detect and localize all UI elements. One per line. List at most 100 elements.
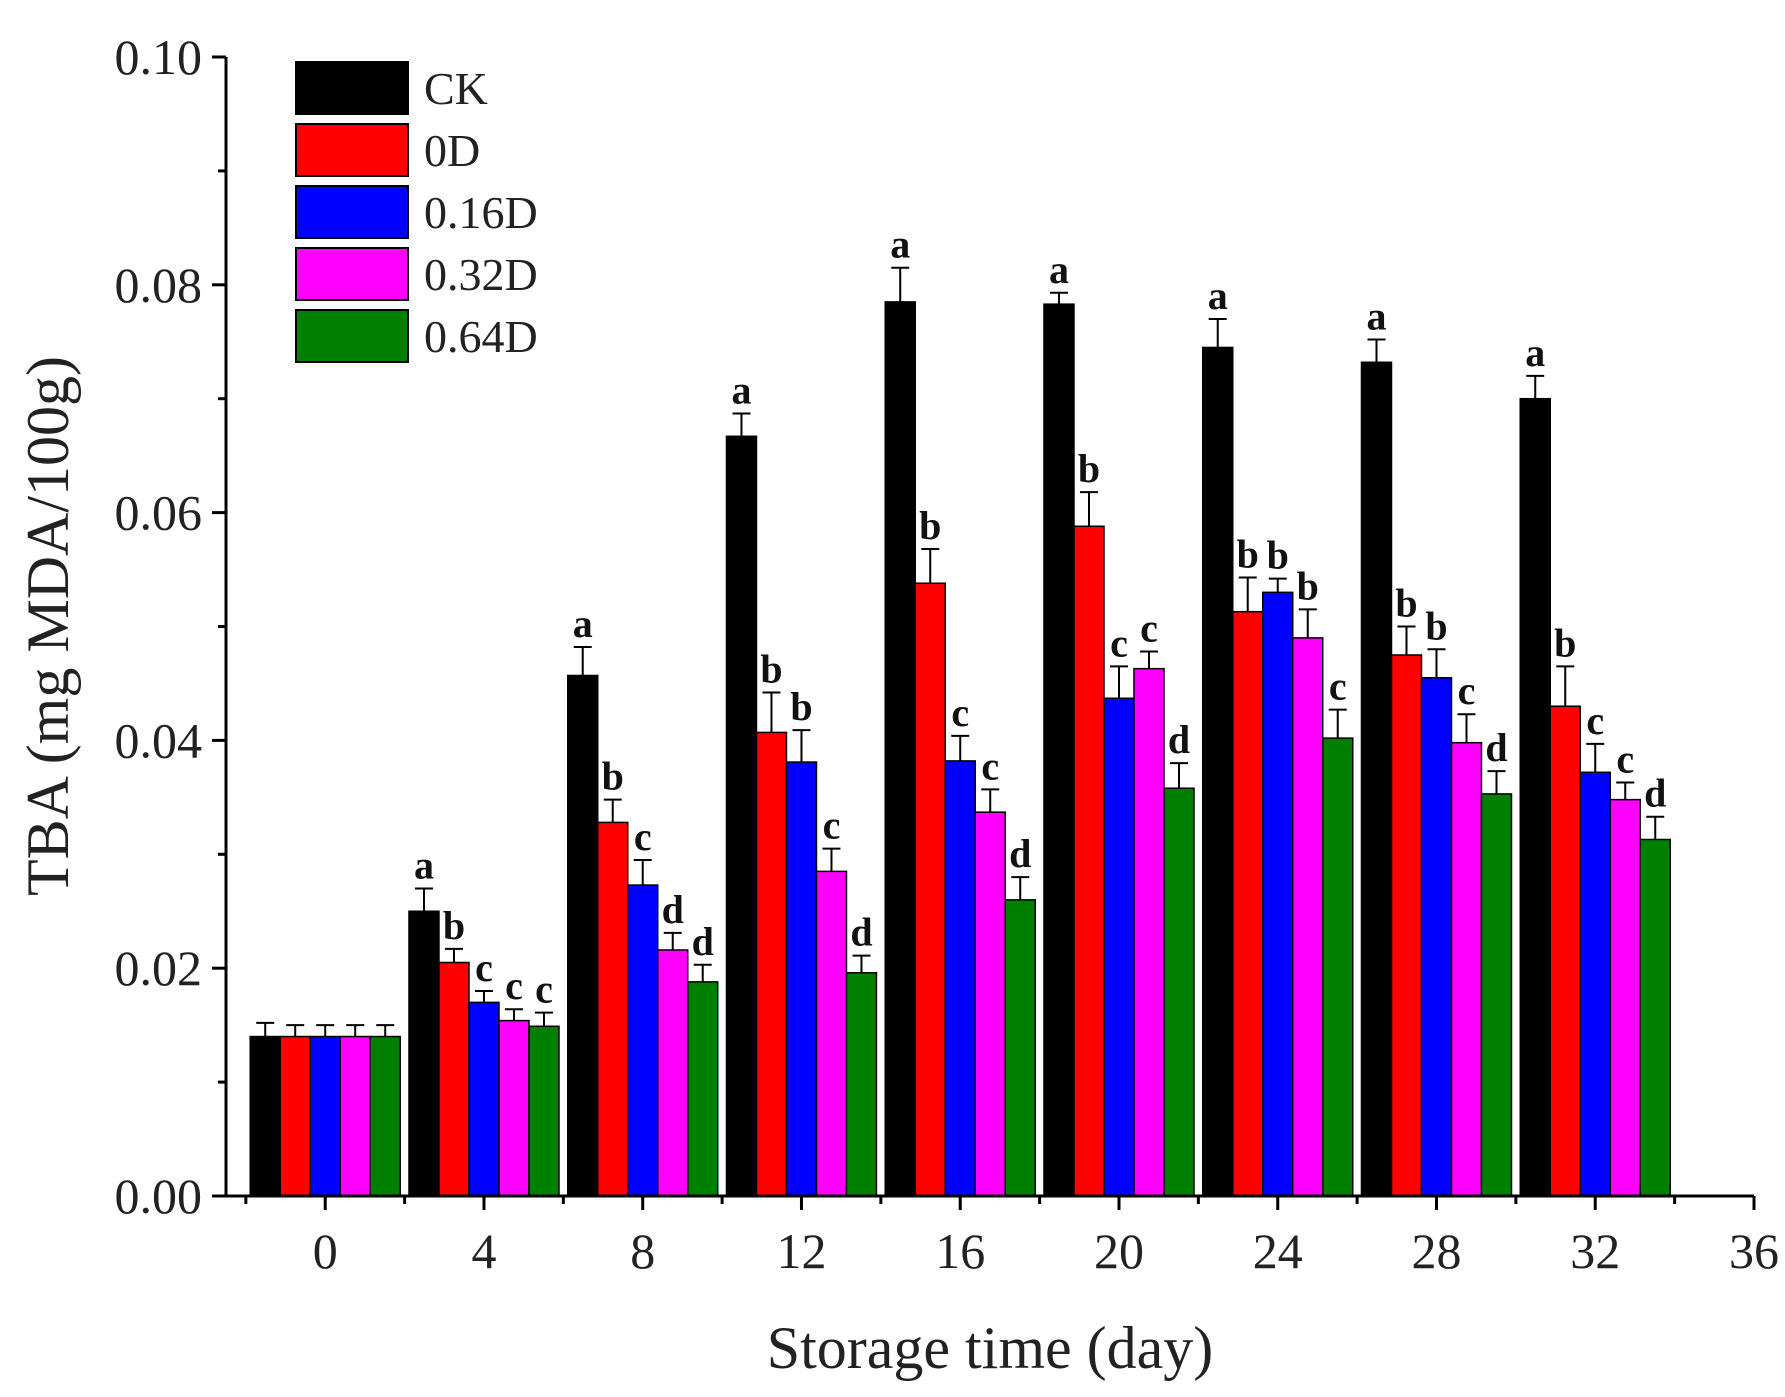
bar [944, 760, 976, 1197]
bar [845, 972, 878, 1197]
significance-letter: b [1078, 446, 1100, 491]
bar [438, 961, 470, 1197]
bar [1073, 525, 1105, 1197]
legend-label: 0.32D [424, 249, 538, 300]
legend-label: 0.16D [424, 187, 538, 238]
x-tick-label: 0 [313, 1223, 338, 1279]
bar [974, 811, 1006, 1197]
bar [1639, 838, 1671, 1197]
bar [498, 1019, 530, 1197]
legend-swatch [295, 247, 409, 301]
bars-layer [249, 266, 1671, 1197]
x-tick-label: 16 [935, 1223, 985, 1279]
significance-letter: d [1009, 831, 1031, 876]
bar [1004, 899, 1036, 1197]
bar [884, 301, 916, 1197]
significance-letter: c [535, 967, 553, 1012]
significance-letter: b [1267, 533, 1289, 578]
bar [1321, 737, 1354, 1197]
x-tick-label: 8 [630, 1223, 655, 1279]
x-tick-label: 36 [1729, 1223, 1779, 1279]
bar [1480, 793, 1513, 1197]
legend: CK 0D 0.16D 0.32D 0.64D [295, 61, 538, 363]
significance-letter: b [443, 903, 465, 948]
significance-letter: c [1458, 668, 1476, 713]
x-tick-label: 32 [1570, 1223, 1620, 1279]
bar [1231, 610, 1264, 1197]
x-tick-label: 12 [776, 1223, 826, 1279]
significance-letter: a [573, 601, 593, 646]
x-tick-label: 20 [1094, 1223, 1144, 1279]
significance-letter: d [850, 910, 872, 955]
significance-letter: c [1110, 620, 1128, 665]
bar [339, 1035, 371, 1197]
legend-swatch [295, 185, 409, 239]
significance-letter: c [1329, 664, 1347, 709]
bar [1043, 303, 1075, 1197]
bar [686, 981, 719, 1197]
legend-label: 0D [424, 125, 480, 176]
bar [468, 1001, 500, 1197]
significance-letter: c [1586, 698, 1604, 743]
significance-letter: d [1485, 725, 1507, 770]
bar [596, 821, 629, 1197]
legend-swatch [295, 61, 409, 115]
bar [369, 1035, 401, 1197]
significance-letter: c [475, 945, 493, 990]
bar [1390, 654, 1423, 1197]
bar [1163, 787, 1195, 1197]
bar [815, 870, 848, 1197]
bar [279, 1035, 311, 1197]
significance-letter: c [1140, 606, 1158, 651]
significance-letter: c [1616, 737, 1634, 782]
y-tick-label: 0.06 [115, 485, 203, 541]
significance-letter: b [602, 754, 624, 799]
bar [914, 582, 946, 1197]
significance-letter: b [1425, 603, 1447, 648]
significance-letter: a [1049, 247, 1069, 292]
bar [1420, 677, 1453, 1197]
significance-letter: b [1237, 532, 1259, 577]
bar [249, 1035, 281, 1197]
significance-letter: a [1208, 273, 1228, 318]
significance-letter: d [662, 887, 684, 932]
significance-letter: d [1644, 771, 1666, 816]
bar [528, 1025, 560, 1197]
significance-letter: d [1168, 717, 1190, 762]
bar [1291, 637, 1324, 1197]
bar [725, 435, 758, 1197]
legend-swatch [295, 123, 409, 177]
x-tick-label: 24 [1253, 1223, 1303, 1279]
legend-label: CK [424, 63, 488, 114]
bar [1450, 741, 1483, 1197]
significance-letter: a [1525, 330, 1545, 375]
y-tick-label: 0.02 [115, 940, 203, 996]
bar [626, 884, 659, 1197]
bar [1579, 771, 1611, 1197]
significance-letter: c [634, 814, 652, 859]
significance-letter: c [823, 803, 841, 848]
bar [785, 761, 818, 1197]
significance-letter: b [760, 647, 782, 692]
y-tick-label: 0.10 [115, 29, 203, 85]
bar [408, 910, 440, 1197]
significance-letter: c [951, 690, 969, 735]
x-tick-label: 4 [471, 1223, 496, 1279]
bar [1549, 705, 1581, 1197]
bar [566, 674, 599, 1197]
x-tick-label: 28 [1411, 1223, 1461, 1279]
bar [1519, 397, 1551, 1197]
significance-letter: a [731, 368, 751, 413]
significance-letter: d [692, 919, 714, 964]
significance-letter: b [1297, 563, 1319, 608]
significance-letter: b [919, 503, 941, 548]
legend-label: 0.64D [424, 311, 538, 362]
x-ticks-layer: 0 4 8 12 16 20 24 28 32 36 [244, 1196, 1779, 1279]
legend-swatch [295, 309, 409, 363]
significance-letter: b [790, 684, 812, 729]
significance-letter: c [981, 743, 999, 788]
significance-letter: a [890, 222, 910, 267]
